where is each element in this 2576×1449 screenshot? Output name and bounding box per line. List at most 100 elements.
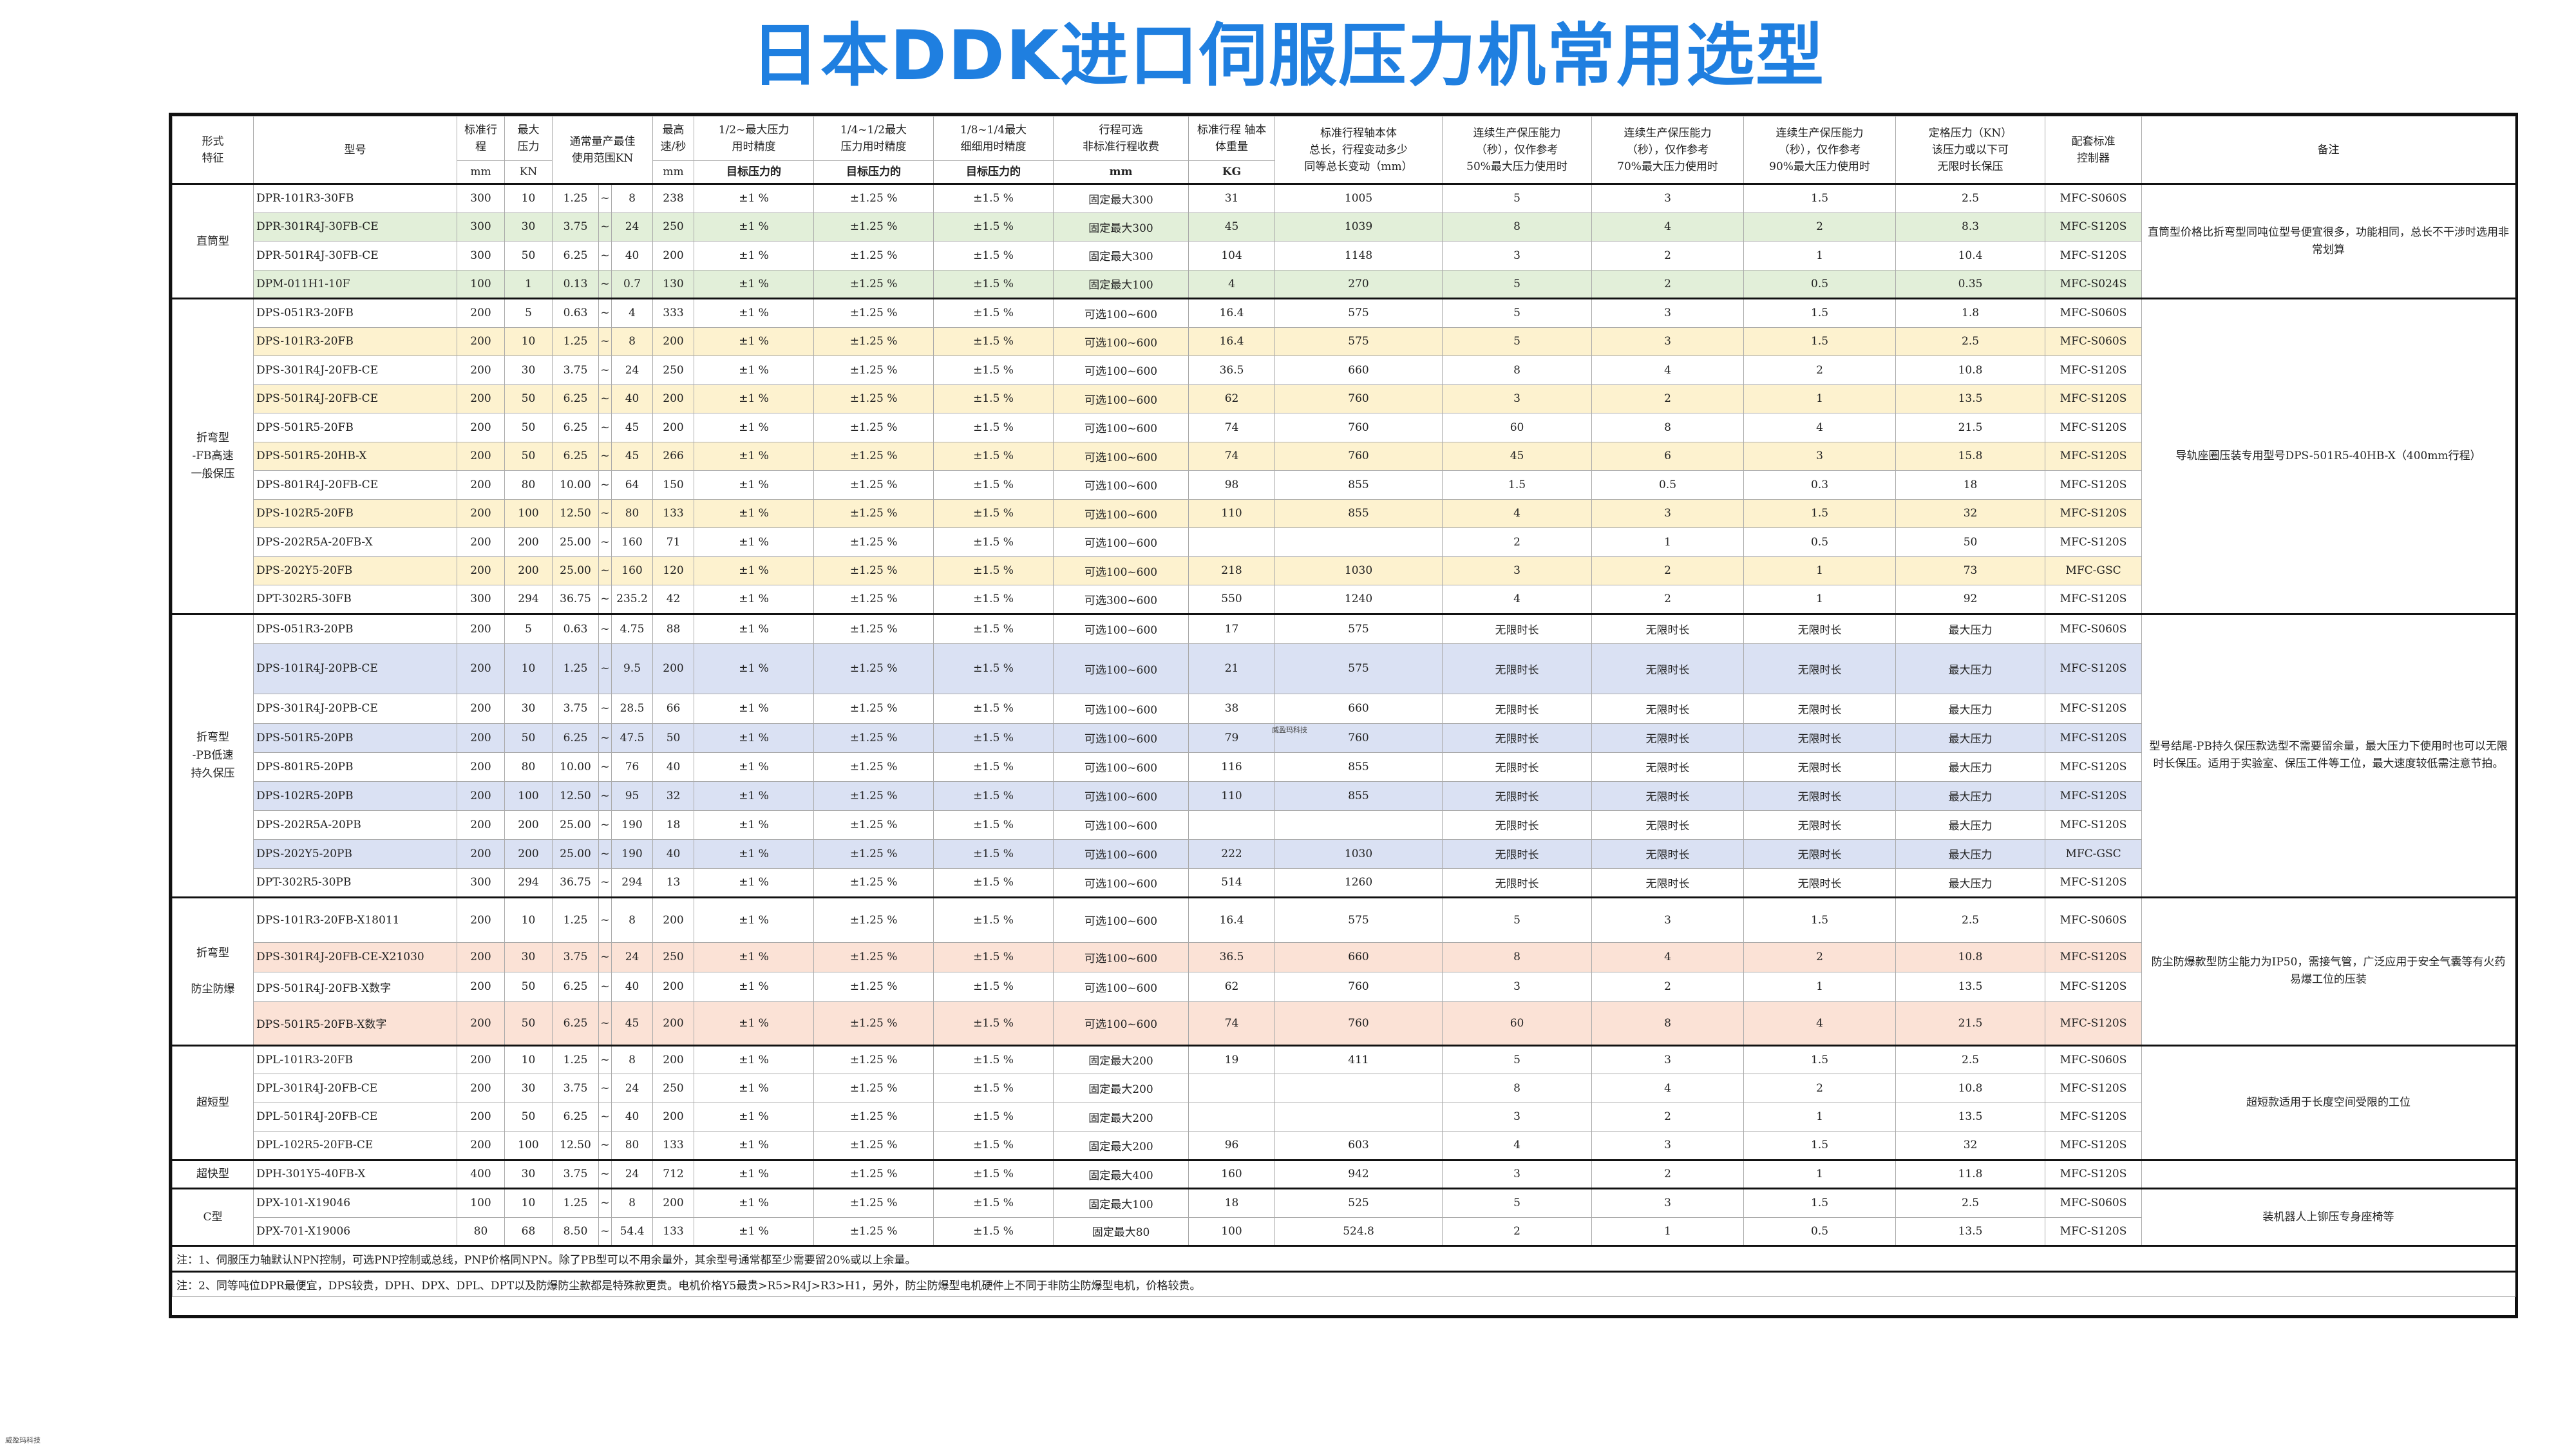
model-cell: DPR-101R3-30FB — [253, 183, 457, 213]
cell-p3: ±1.5 % — [933, 585, 1054, 614]
cell-r1: 3.75 — [552, 212, 599, 242]
watermark-corner: 威盈玛科技 — [5, 1436, 41, 1444]
cell-w: 550 — [1188, 585, 1276, 614]
cell-r2: 190 — [611, 810, 654, 840]
cell-p2: ±1.25 % — [813, 327, 934, 356]
cell-opt: 可选100~600 — [1053, 527, 1189, 557]
model-cell: DPS-501R4J-20FB-CE — [253, 384, 457, 413]
model-cell: DPS-301R4J-20FB-CE — [253, 355, 457, 385]
model-cell: DPH-301Y5-40FB-X — [253, 1159, 457, 1189]
cell-len: 1260 — [1274, 867, 1443, 898]
cell-p1: ±1 % — [694, 693, 815, 724]
cell-stroke: 200 — [457, 781, 505, 811]
cell-c70: 无限时长 — [1591, 867, 1745, 898]
cell-opt: 固定最大80 — [1053, 1217, 1189, 1246]
cell-c50: 2 — [1442, 527, 1593, 557]
cell-ctrl: MFC-S120S — [2045, 1001, 2143, 1046]
cell-r2: 4 — [611, 298, 654, 328]
cell-len: 760 — [1274, 971, 1443, 1002]
cell-c70: 无限时长 — [1591, 693, 1745, 724]
cell-r2: 64 — [611, 470, 654, 500]
cell-w: 74 — [1188, 1001, 1276, 1046]
table-row: DPS-301R4J-20FB-CE 200 30 3.75 ~24 250 ±1 % ±1.… — [173, 355, 2515, 385]
cell-rated: 最大压力 — [1895, 723, 2046, 753]
cell-w: 36.5 — [1188, 942, 1276, 972]
model-cell: DPS-501R5-20HB-X — [253, 441, 457, 471]
cell-speed: 13 — [652, 867, 695, 898]
model-cell: DPS-801R4J-20FB-CE — [253, 470, 457, 500]
category-cell: C型 — [172, 1188, 254, 1246]
cell-c70: 3 — [1591, 896, 1745, 943]
cell-ctrl: MFC-S060S — [2045, 1044, 2143, 1074]
cell-r2: 8 — [611, 1188, 654, 1218]
cell-rated: 73 — [1895, 556, 2046, 585]
cell-rated: 11.8 — [1895, 1159, 2046, 1189]
cell-speed: 200 — [652, 971, 695, 1002]
cell-w: 104 — [1188, 241, 1276, 270]
cell-force: 1 — [504, 269, 553, 299]
header-stroke-options: 行程可选 非标准行程收费 — [1053, 116, 1189, 161]
cell-opt: 固定最大200 — [1053, 1074, 1189, 1103]
cell-stroke: 200 — [457, 498, 505, 528]
cell-p3: ±1.5 % — [933, 498, 1054, 528]
cell-r1: 25.00 — [552, 838, 599, 869]
cell-ctrl: MFC-S120S — [2045, 585, 2143, 614]
cell-r1: 10.00 — [552, 470, 599, 500]
header-row: 形式 特征 型号 标准行 程 最大 压力 通常量产最佳 使用范围KN 最高 速/… — [172, 116, 2516, 184]
cell-len: 760 — [1274, 413, 1443, 442]
cell-opt: 固定最大200 — [1053, 1044, 1189, 1074]
cell-stroke: 200 — [457, 810, 505, 840]
model-cell: DPS-501R5-20FB — [253, 413, 457, 442]
cell-ctrl: MFC-S120S — [2045, 212, 2143, 242]
cell-len: 1039 — [1274, 212, 1443, 242]
cell-c70: 0.5 — [1591, 470, 1745, 500]
cell-p3: ±1.5 % — [933, 1159, 1054, 1189]
cell-speed: 200 — [652, 413, 695, 442]
cell-w: 514 — [1188, 867, 1276, 898]
cell-opt: 可选100~600 — [1053, 612, 1189, 644]
cell-p2: ±1.25 % — [813, 612, 934, 644]
cell-c50: 无限时长 — [1442, 781, 1593, 811]
cell-c50: 5 — [1442, 1188, 1593, 1218]
cell-c90: 无限时长 — [1743, 723, 1897, 753]
cell-p2: ±1.25 % — [813, 896, 934, 943]
cell-p2: ±1.25 % — [813, 942, 934, 972]
cell-rated: 0.35 — [1895, 269, 2046, 299]
cell-w: 98 — [1188, 470, 1276, 500]
cell-w: 17 — [1188, 612, 1276, 644]
cell-ctrl: MFC-S060S — [2045, 327, 2143, 356]
cell-p3: ±1.5 % — [933, 556, 1054, 585]
range-separator: ~ — [598, 269, 612, 299]
cell-speed: 200 — [652, 643, 695, 694]
range-separator: ~ — [598, 355, 612, 385]
table-row: DPS-501R5-20HB-X 200 50 6.25 ~45 266 ±1 % ±1.25… — [173, 441, 2515, 471]
cell-speed: 200 — [652, 241, 695, 270]
cell-opt: 可选100~600 — [1053, 867, 1189, 898]
cell-p3: ±1.5 % — [933, 643, 1054, 694]
range-separator: ~ — [598, 241, 612, 270]
cell-w: 62 — [1188, 971, 1276, 1002]
cell-len: 760 — [1274, 384, 1443, 413]
cell-r2: 24 — [611, 212, 654, 242]
cell-len: 855 — [1274, 781, 1443, 811]
table-row: DPS-501R5-20PB 200 50 6.25 ~47.5 50 ±1 % ±1.25 … — [173, 723, 2515, 753]
cell-len: 1030 — [1274, 556, 1443, 585]
table-row: DPS-202R5A-20FB-X 200 200 25.00 ~160 71 ±1 % ±1… — [173, 527, 2515, 557]
cell-speed: 32 — [652, 781, 695, 811]
cell-ctrl: MFC-GSC — [2045, 838, 2143, 869]
cell-c70: 4 — [1591, 355, 1745, 385]
table-row: 折弯型 -FB高速 一般保压 DPS-051R3-20FB 200 5 0.63 ~4 33… — [172, 298, 2516, 614]
cell-c50: 4 — [1442, 585, 1593, 614]
table-row: DPL-301R4J-20FB-CE 200 30 3.75 ~24 250 ±1 % ±1.… — [173, 1074, 2515, 1103]
range-separator: ~ — [598, 781, 612, 811]
cell-ctrl: MFC-S120S — [2045, 1102, 2143, 1132]
cell-p1: ±1 % — [694, 1044, 815, 1074]
cell-c50: 无限时长 — [1442, 838, 1593, 869]
cell-c50: 3 — [1442, 384, 1593, 413]
cell-stroke: 300 — [457, 585, 505, 614]
cell-r1: 6.25 — [552, 723, 599, 753]
table-row: DPS-501R4J-20FB-CE 200 50 6.25 ~40 200 ±1 % ±1.… — [173, 384, 2515, 413]
cell-r2: 40 — [611, 1102, 654, 1132]
remark-cell: 超短款适用于长度空间受限的工位 — [2141, 1044, 2516, 1160]
cell-c50: 3 — [1442, 241, 1593, 270]
